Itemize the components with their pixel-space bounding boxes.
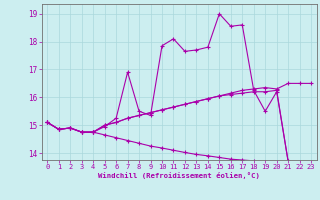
X-axis label: Windchill (Refroidissement éolien,°C): Windchill (Refroidissement éolien,°C) bbox=[98, 172, 260, 179]
